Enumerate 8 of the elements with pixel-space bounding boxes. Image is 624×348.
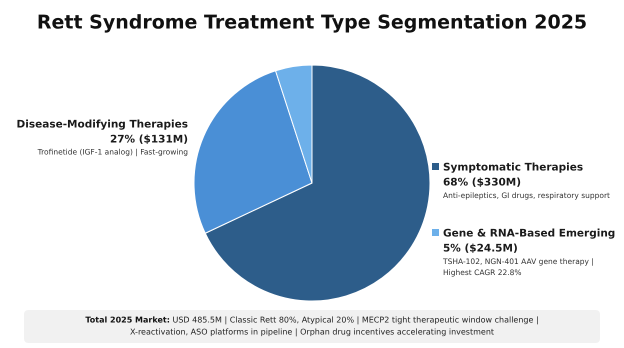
data-label: 68% ($330M)	[443, 176, 522, 188]
data-label: 5% ($24.5M)	[443, 242, 518, 254]
chart-title: Rett Syndrome Treatment Type Segmentation 2025	[36, 12, 588, 34]
legend-label: Symptomatic Therapies	[443, 162, 584, 174]
slice-label: Disease-Modifying Therapies	[16, 118, 188, 130]
data-label: 27% ($131M)	[110, 134, 188, 146]
text: Total 2025 Market: USD 485.5M | Classic Rett 80%, Atypical 20% | MECP2 tight therapeutic window challenge | X-reactivation, ASO platforms in pipeline | Orphan drug incentives accelerating investment	[85, 316, 539, 336]
legend-label: Gene & RNA-Based Emerging	[443, 228, 616, 240]
